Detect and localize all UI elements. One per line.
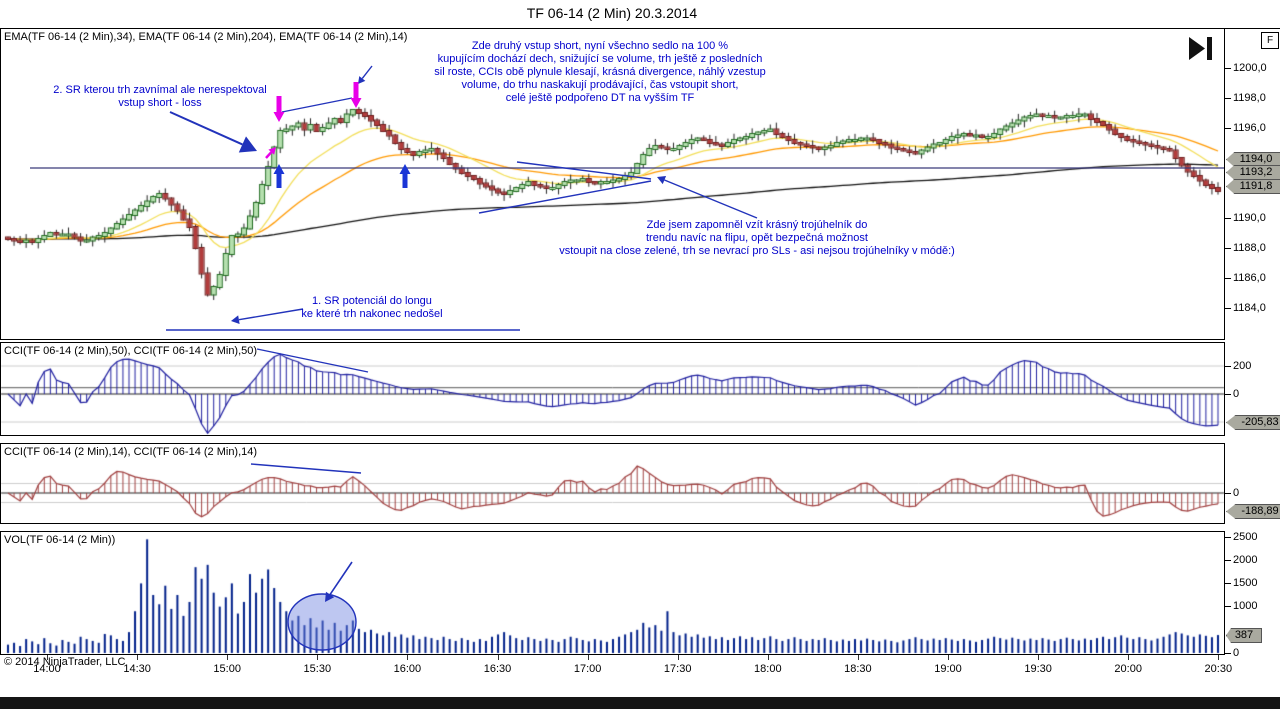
chart-title: TF 06-14 (2 Min) 20.3.2014 <box>526 5 698 21</box>
cci50-value-tag: -205,83 <box>1226 415 1280 430</box>
price-axis-label: 1198,0 <box>1233 92 1266 104</box>
volume-axis-label: 2000 <box>1233 554 1258 566</box>
time-axis-label: 14:30 <box>123 663 151 675</box>
bottom-bar <box>0 697 1280 709</box>
price-axis-tick <box>1225 68 1231 69</box>
time-axis-label: 17:00 <box>573 663 602 675</box>
time-axis-tick <box>317 655 319 660</box>
time-axis-tick <box>767 655 769 660</box>
price-axis-tick <box>1225 98 1231 99</box>
time-axis-tick <box>857 655 859 660</box>
price-axis-label: 1184,0 <box>1233 302 1266 314</box>
time-axis-label: 15:30 <box>303 663 332 675</box>
volume-axis-tick <box>1225 560 1231 561</box>
time-axis-tick <box>1038 655 1040 660</box>
time-axis-tick <box>1218 655 1220 660</box>
time-axis-label: 20:30 <box>1204 663 1233 675</box>
volume-value-tag: 387 <box>1226 628 1262 643</box>
time-axis-tick <box>948 655 949 660</box>
volume-axis-label: 2500 <box>1233 531 1258 543</box>
price-axis-label: 1186,0 <box>1233 272 1266 284</box>
note-2sr: 2. SR kterou trh zavnímal ale nerespekto… <box>53 84 267 109</box>
price-axis-tick <box>1225 218 1231 219</box>
time-axis-tick <box>497 655 499 660</box>
time-axis-label: 19:00 <box>934 663 962 675</box>
note-second-short: Zde druhý vstup short, nyní všechno sedl… <box>434 40 766 104</box>
time-axis-label: 16:00 <box>393 663 422 675</box>
price-value-tag: 1193,2 <box>1226 165 1280 180</box>
cci14-panel-label: CCI(TF 06-14 (2 Min),14), CCI(TF 06-14 (… <box>4 446 258 458</box>
note-1sr: 1. SR potenciál do longu ke které trh nak… <box>301 295 443 320</box>
volume-axis-tick <box>1225 606 1231 607</box>
cci50-axis-label: 0 <box>1233 388 1240 400</box>
price-value-tag: 1191,8 <box>1226 179 1280 194</box>
time-axis-tick <box>677 655 679 660</box>
skip-to-end-icon[interactable] <box>1186 35 1216 63</box>
volume-axis-tick <box>1225 653 1231 654</box>
time-axis-label: 18:30 <box>844 663 872 675</box>
price-axis-label: 1200,0 <box>1233 62 1267 74</box>
time-axis-tick <box>1128 655 1130 660</box>
volume-axis-label: 1500 <box>1233 577 1258 589</box>
price-axis-label: 1196,0 <box>1233 122 1266 134</box>
price-value-tag: 1194,0 <box>1226 152 1280 167</box>
volume-axis-tick <box>1225 583 1231 584</box>
volume-axis-tick <box>1225 537 1231 538</box>
cci14-axis-label: 0 <box>1233 487 1240 499</box>
copyright-label: © 2014 NinjaTrader, LLC <box>4 656 126 668</box>
time-axis-tick <box>227 655 229 660</box>
price-axis-label: 1188,0 <box>1233 242 1266 254</box>
time-axis-label: 19:30 <box>1024 663 1052 675</box>
time-axis-label: 20:00 <box>1114 663 1142 675</box>
note-triangle: Zde jsem zapomněl vzít krásný trojúhelní… <box>559 219 955 257</box>
time-axis-tick <box>587 655 589 660</box>
time-axis-label: 16:30 <box>483 663 512 675</box>
f-button[interactable]: F <box>1261 32 1279 49</box>
time-axis-label: 18:00 <box>754 663 782 675</box>
volume-axis-label: 1000 <box>1233 600 1258 612</box>
time-axis-tick <box>137 655 139 660</box>
price-axis-tick <box>1225 128 1231 129</box>
cci50-axis-label: 200 <box>1233 360 1252 372</box>
price-axis-tick <box>1225 278 1231 279</box>
time-axis-label: 14:00 <box>33 663 61 675</box>
time-axis-tick <box>47 655 48 660</box>
price-axis-tick <box>1225 248 1231 249</box>
cci50-panel-label: CCI(TF 06-14 (2 Min),50), CCI(TF 06-14 (… <box>4 345 258 357</box>
time-axis-label: 17:30 <box>663 663 692 675</box>
time-axis-label: 15:00 <box>213 663 241 675</box>
volume-panel-label: VOL(TF 06-14 (2 Min)) <box>4 534 116 546</box>
price-axis-label: 1190,0 <box>1233 212 1266 224</box>
cci14-axis-tick <box>1225 493 1231 494</box>
cci50-axis-tick <box>1225 366 1231 367</box>
price-axis-tick <box>1225 308 1231 309</box>
volume-axis-label: 0 <box>1233 647 1240 659</box>
title-divider <box>0 28 1280 29</box>
price-panel-label: EMA(TF 06-14 (2 Min),34), EMA(TF 06-14 (… <box>4 31 408 43</box>
time-axis-tick <box>407 655 409 660</box>
cci14-value-tag: -188,89 <box>1226 504 1280 519</box>
cci50-axis-tick <box>1225 394 1231 395</box>
